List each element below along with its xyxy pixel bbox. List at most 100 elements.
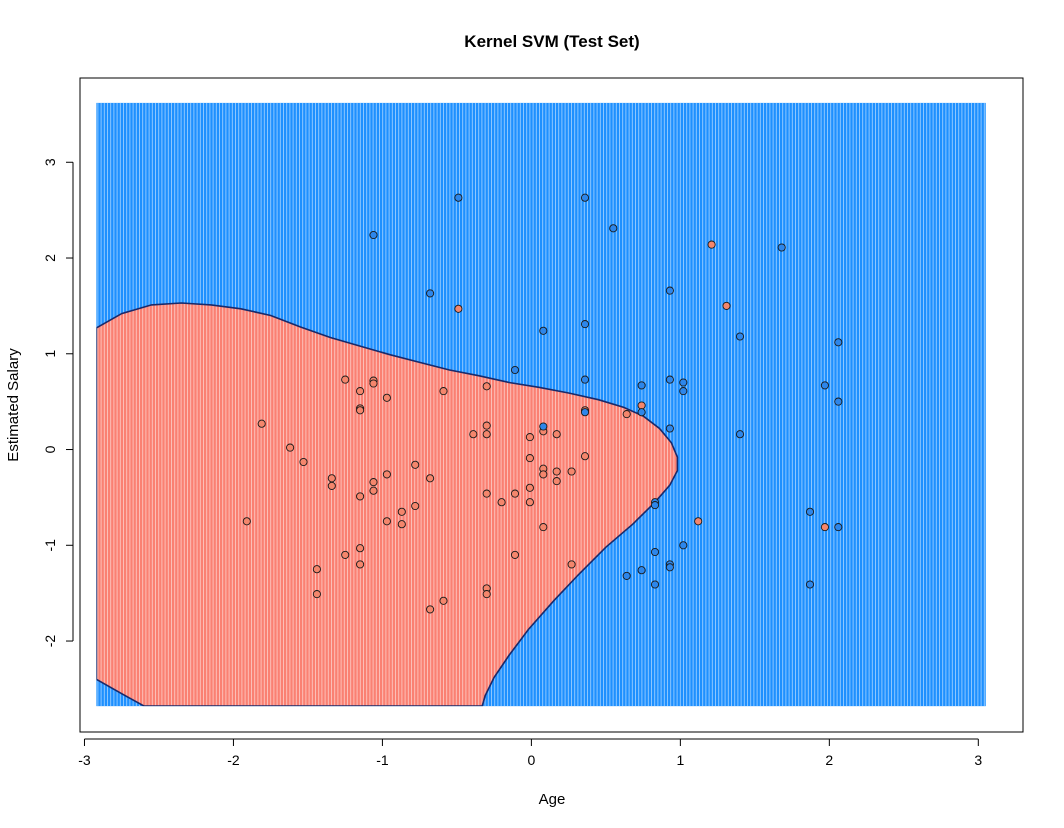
y-tick-label: 3 bbox=[42, 158, 58, 166]
data-point-class-0 bbox=[356, 544, 365, 553]
data-point-class-1 bbox=[665, 424, 674, 433]
data-point-class-0 bbox=[482, 430, 491, 439]
data-point-class-0 bbox=[482, 590, 491, 599]
decision-boundary bbox=[96, 302, 679, 707]
data-point-class-0 bbox=[356, 406, 365, 415]
x-axis: -3 -2 -1 0 1 2 3 bbox=[78, 738, 982, 768]
data-point-class-1 bbox=[454, 193, 463, 202]
data-point-class-0 bbox=[286, 443, 295, 452]
data-point-class-1 bbox=[609, 224, 618, 233]
data-point-class-1 bbox=[735, 332, 745, 341]
x-axis-label: Age bbox=[539, 791, 566, 808]
data-point-class-0 bbox=[312, 565, 321, 574]
data-point-class-0 bbox=[299, 457, 308, 467]
x-tick-label: 2 bbox=[825, 752, 833, 768]
data-point-class-1 bbox=[580, 193, 590, 202]
data-point-class-0 bbox=[580, 452, 590, 461]
data-point-class-0 bbox=[539, 523, 548, 532]
data-point-class-0 bbox=[327, 474, 336, 483]
data-point-class-1 bbox=[539, 326, 548, 335]
data-point-class-0 bbox=[497, 498, 506, 507]
data-point-class-0 bbox=[482, 489, 491, 498]
x-tick-label: 0 bbox=[527, 752, 535, 768]
data-point-class-0 bbox=[707, 240, 716, 249]
data-point-class-1 bbox=[665, 286, 674, 295]
data-point-class-0 bbox=[539, 470, 548, 479]
data-point-class-0 bbox=[341, 375, 350, 384]
data-point-class-0 bbox=[552, 430, 561, 439]
data-point-class-0 bbox=[510, 550, 520, 559]
data-point-class-0 bbox=[567, 560, 576, 569]
data-point-class-0 bbox=[469, 430, 478, 439]
chart-title: Kernel SVM (Test Set) bbox=[464, 32, 639, 51]
x-tick-label: 1 bbox=[676, 752, 684, 768]
data-point-class-1 bbox=[369, 230, 378, 240]
data-point-class-0 bbox=[820, 523, 829, 532]
data-point-class-0 bbox=[411, 501, 420, 511]
data-point-class-0 bbox=[454, 304, 463, 313]
data-point-class-0 bbox=[510, 489, 520, 498]
x-tick-label: 3 bbox=[974, 752, 982, 768]
data-point-class-1 bbox=[679, 541, 688, 550]
data-point-class-1 bbox=[622, 571, 631, 580]
x-tick-label: -3 bbox=[78, 752, 91, 768]
data-point-class-0 bbox=[369, 478, 378, 487]
data-point-class-0 bbox=[552, 477, 561, 486]
data-point-class-0 bbox=[694, 517, 703, 526]
data-point-class-1 bbox=[650, 580, 660, 589]
data-point-class-1 bbox=[637, 408, 646, 417]
data-point-class-1 bbox=[735, 430, 745, 439]
data-point-class-1 bbox=[820, 381, 829, 390]
data-point-class-0 bbox=[426, 605, 435, 614]
data-point-class-1 bbox=[834, 338, 843, 347]
data-point-class-1 bbox=[665, 563, 674, 572]
y-axis: -2 -1 0 1 2 3 bbox=[42, 158, 74, 648]
grid-texture bbox=[97, 102, 985, 707]
data-point-class-0 bbox=[482, 382, 491, 391]
data-point-class-0 bbox=[722, 301, 731, 310]
data-point-class-1 bbox=[650, 547, 660, 557]
data-point-class-1 bbox=[580, 320, 590, 329]
data-point-class-0 bbox=[439, 387, 448, 396]
data-point-class-1 bbox=[580, 408, 590, 417]
data-point-class-1 bbox=[665, 375, 674, 384]
data-point-class-0 bbox=[382, 517, 391, 526]
data-point-class-0 bbox=[356, 560, 365, 569]
data-point-class-0 bbox=[525, 483, 534, 492]
data-point-class-0 bbox=[369, 486, 378, 495]
data-point-class-1 bbox=[539, 422, 548, 431]
data-point-class-1 bbox=[679, 378, 688, 387]
data-point-class-1 bbox=[805, 507, 815, 516]
data-point-class-1 bbox=[637, 381, 646, 390]
data-point-class-0 bbox=[257, 419, 266, 428]
data-point-class-0 bbox=[482, 421, 491, 430]
data-point-class-0 bbox=[356, 387, 365, 396]
data-point-class-1 bbox=[580, 375, 590, 384]
data-point-class-1 bbox=[510, 365, 520, 375]
y-tick-label: 0 bbox=[42, 445, 58, 453]
data-point-class-0 bbox=[327, 481, 336, 490]
data-point-class-1 bbox=[426, 289, 435, 298]
data-point-class-0 bbox=[525, 433, 534, 442]
data-point-class-0 bbox=[426, 474, 435, 483]
y-tick-label: 2 bbox=[42, 254, 58, 262]
x-tick-label: -2 bbox=[227, 752, 240, 768]
data-point-class-0 bbox=[369, 379, 378, 388]
data-point-class-0 bbox=[382, 393, 391, 402]
data-point-class-1 bbox=[650, 501, 660, 510]
data-point-class-0 bbox=[552, 467, 561, 476]
data-point-class-0 bbox=[382, 470, 391, 479]
data-point-class-0 bbox=[637, 401, 646, 410]
data-point-class-0 bbox=[356, 492, 365, 501]
plot-area bbox=[96, 102, 986, 707]
data-point-class-1 bbox=[834, 397, 843, 406]
y-axis-label: Estimated Salary bbox=[5, 348, 22, 462]
y-tick-label: 1 bbox=[42, 350, 58, 358]
data-point-class-0 bbox=[622, 410, 631, 419]
data-point-class-1 bbox=[679, 387, 688, 396]
data-point-class-0 bbox=[242, 517, 251, 526]
y-tick-label: -1 bbox=[42, 539, 58, 552]
data-point-class-0 bbox=[411, 460, 420, 469]
y-tick-label: -2 bbox=[42, 635, 58, 648]
